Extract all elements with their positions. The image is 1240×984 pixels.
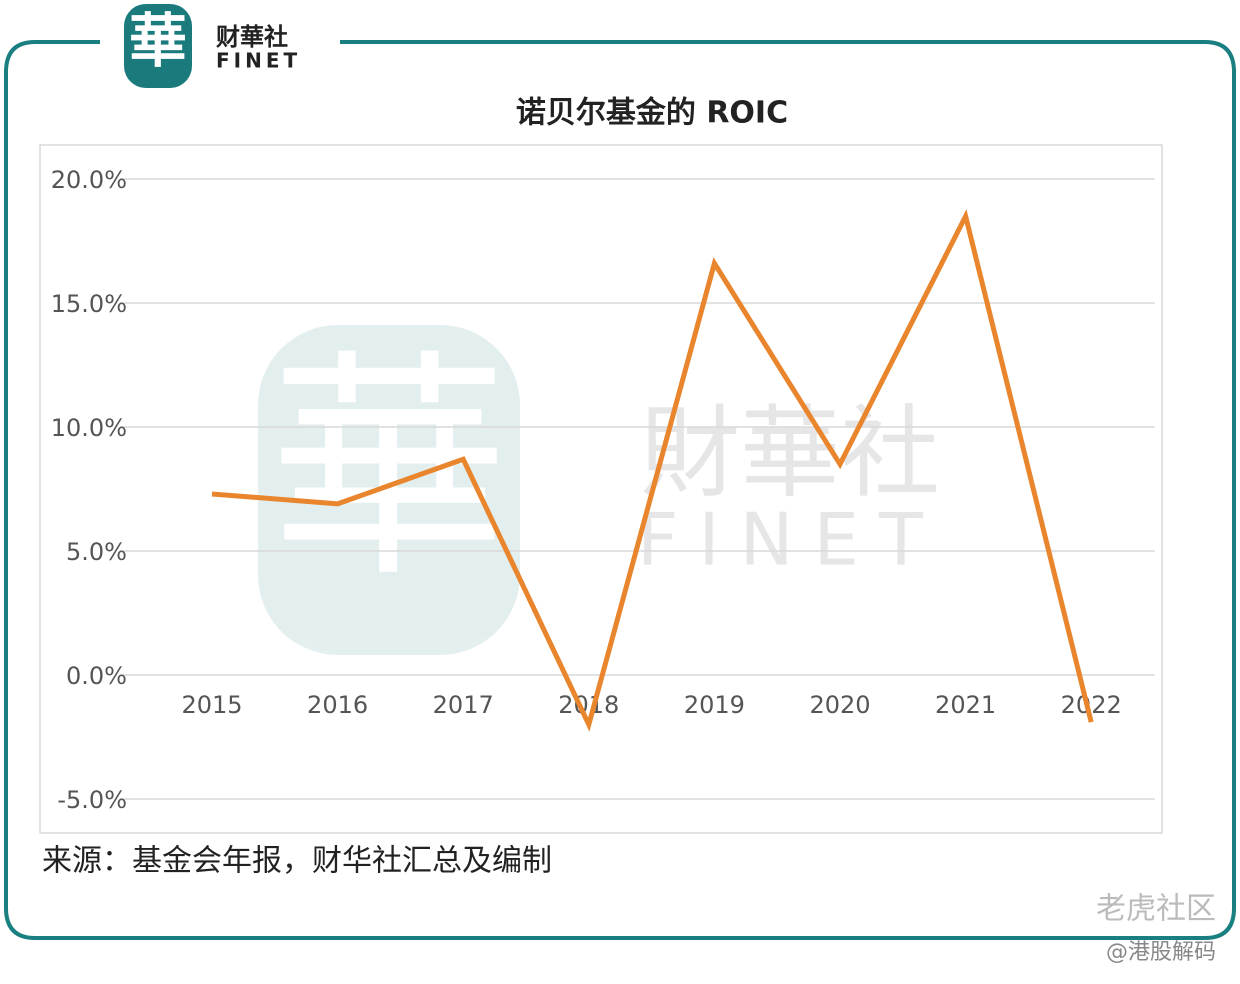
watermark-char: 華 xyxy=(269,329,509,609)
x-tick-label: 2018 xyxy=(558,691,619,719)
x-tick-label: 2021 xyxy=(935,691,996,719)
y-tick-label: 0.0% xyxy=(66,662,127,690)
y-tick-label: 5.0% xyxy=(66,538,127,566)
frame xyxy=(4,40,1236,940)
footer-author: @港股解码 xyxy=(1106,940,1216,965)
watermark-badge xyxy=(258,325,520,655)
source: 来源：基金会年报，财华社汇总及编制 xyxy=(42,844,552,879)
series-line xyxy=(211,209,1094,732)
logo-badge xyxy=(124,4,192,88)
logo-name: 财華社 xyxy=(216,23,288,51)
x-tick-label: 2017 xyxy=(433,691,494,719)
watermark: 華 財華社 FINET xyxy=(258,325,943,655)
x-tick-label: 2016 xyxy=(307,691,368,719)
watermark-name: 財華社 xyxy=(640,394,940,511)
y-tick-label: 20.0% xyxy=(51,166,127,194)
y-tick-label: 10.0% xyxy=(51,414,127,442)
logo-char: 華 xyxy=(129,7,187,75)
chart-title: 诺贝尔基金的 ROIC xyxy=(516,96,788,131)
x-tick-label: 2020 xyxy=(809,691,870,719)
watermark-en: FINET xyxy=(637,498,943,582)
y-tick-label: 15.0% xyxy=(51,290,127,318)
logo-en: FINET xyxy=(216,49,301,73)
x-tick-label: 2019 xyxy=(684,691,745,719)
y-tick-label: -5.0% xyxy=(57,786,127,814)
footer-platform: 老虎社区 xyxy=(1096,892,1216,927)
plot-frame xyxy=(39,144,1163,834)
x-tick-label: 2015 xyxy=(181,691,242,719)
